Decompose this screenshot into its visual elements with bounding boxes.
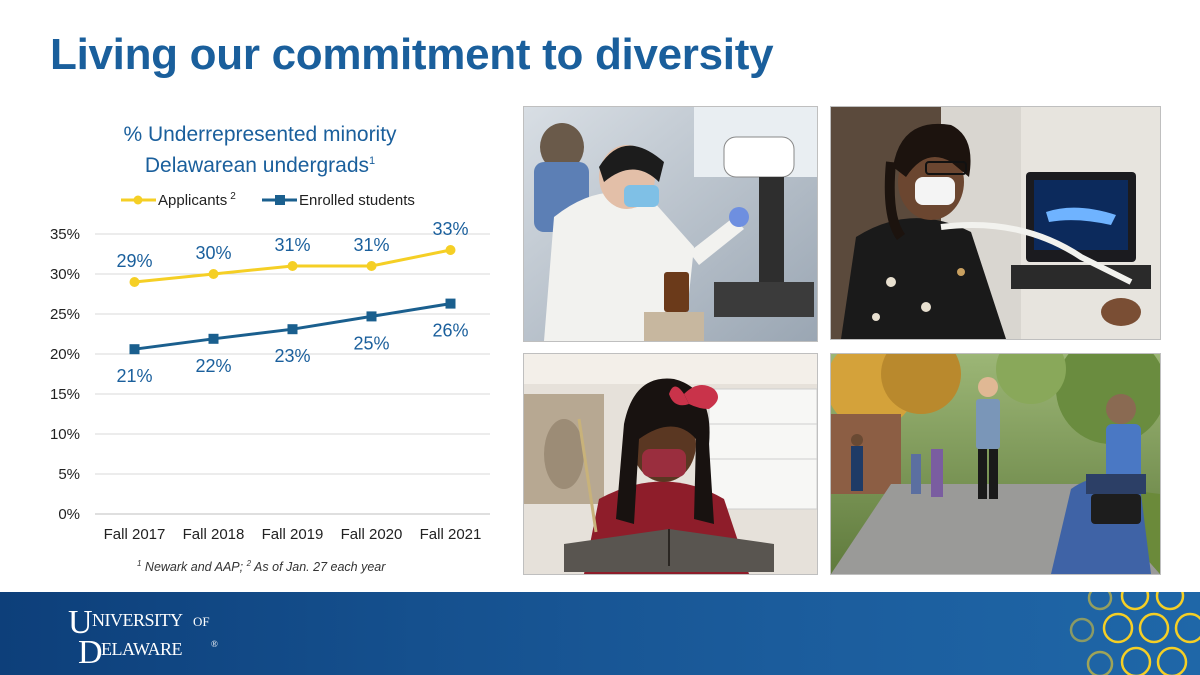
chart-title-footnote-mark: 1 <box>369 155 376 167</box>
data-label: 26% <box>432 321 468 341</box>
y-tick-label: 30% <box>50 266 80 283</box>
series-1-point <box>366 311 377 322</box>
y-tick-label: 5% <box>58 466 80 483</box>
chart-title-line2-text: Delawarean undergrads <box>144 154 369 177</box>
series-1-point <box>129 344 140 355</box>
data-label: 25% <box>353 333 389 353</box>
y-tick-label: 15% <box>50 386 80 403</box>
x-tick-label: Fall 2017 <box>104 526 166 543</box>
data-label: 22% <box>195 356 231 376</box>
legend-applicants-footnote-mark: 2 <box>230 191 236 202</box>
logo-of-text: OF <box>193 614 210 629</box>
chart-title-line1: % Underrepresented minority <box>123 123 397 146</box>
data-label: 31% <box>353 235 389 255</box>
logo-university-text: NIVERSITY <box>92 610 183 630</box>
footer-circle-pattern <box>1069 592 1200 675</box>
footer-band <box>0 592 1200 675</box>
legend-applicants-text: Applicants <box>158 192 227 209</box>
x-tick-label: Fall 2018 <box>183 526 245 543</box>
y-tick-label: 10% <box>50 426 80 443</box>
logo-u-initial: U <box>68 604 93 641</box>
university-of-delaware-logo: U NIVERSITY OF D ELAWARE ® <box>68 603 233 671</box>
logo-delaware-text: ELAWARE <box>101 639 183 659</box>
y-axis-ticks: 0% 5% 10% 15% 20% 25% 30% 35% <box>50 226 80 523</box>
data-label: 21% <box>116 366 152 386</box>
chart-title: % Underrepresented minority Delawarean u… <box>95 122 425 179</box>
x-tick-label: Fall 2020 <box>341 526 403 543</box>
y-tick-label: 25% <box>50 306 80 323</box>
footnote-2-text: As of Jan. 27 each year <box>251 560 386 575</box>
legend-enrolled-marker <box>275 195 285 205</box>
footnote-2-mark: 2 <box>246 559 252 568</box>
y-grid <box>95 233 490 515</box>
slide-title: Living our commitment to diversity <box>50 30 774 79</box>
y-tick-label: 0% <box>58 506 80 523</box>
logo-registered-mark: ® <box>211 639 218 649</box>
legend-applicants-label: Applicants 2 <box>158 191 236 209</box>
data-labels: 29% 30% 31% 31% 33% 21% 22% 23% 25% 26% <box>116 219 468 386</box>
series-1-point <box>287 324 298 335</box>
student-reading-book-photo <box>523 353 818 575</box>
y-tick-label: 20% <box>50 346 80 363</box>
x-tick-label: Fall 2019 <box>262 526 324 543</box>
series-1-point <box>208 333 219 344</box>
lab-scientist-photo <box>523 106 818 342</box>
ultrasound-illustration <box>831 107 1160 339</box>
logo-d-initial: D <box>78 634 103 665</box>
campus-illustration <box>831 354 1160 574</box>
data-label: 23% <box>274 346 310 366</box>
lab-scientist-illustration <box>524 107 817 341</box>
x-tick-label: Fall 2021 <box>420 526 482 543</box>
series-0-point <box>129 277 140 287</box>
legend-enrolled-label: Enrolled students <box>299 192 415 209</box>
data-label: 29% <box>116 251 152 271</box>
chart-title-line2: Delawarean undergrads1 <box>95 148 425 179</box>
ultrasound-technician-photo <box>830 106 1161 340</box>
chart-legend: Applicants 2 Enrolled students <box>121 191 415 209</box>
data-label: 33% <box>432 219 468 239</box>
footnote-1-mark: 1 <box>137 559 142 568</box>
legend-applicants-marker <box>133 195 143 205</box>
students-campus-photo <box>830 353 1161 575</box>
series-0-point <box>366 261 377 271</box>
series-layer <box>129 245 456 355</box>
footnote-1-text: Newark and AAP; <box>141 560 247 575</box>
data-label: 30% <box>195 243 231 263</box>
y-tick-label: 35% <box>50 226 80 243</box>
series-0-point <box>208 269 219 279</box>
line-chart: Applicants 2 Enrolled students 0% 5% 10% 15%… <box>50 191 490 543</box>
archive-reading-illustration <box>524 354 817 574</box>
series-1-point <box>445 298 456 309</box>
data-label: 31% <box>274 235 310 255</box>
series-0-point <box>287 261 298 271</box>
x-axis-ticks: Fall 2017 Fall 2018 Fall 2019 Fall 2020 Fall… <box>104 526 482 543</box>
series-0-point <box>445 245 456 255</box>
chart-footnote: 1 Newark and AAP; 2 As of Jan. 27 each y… <box>137 559 385 574</box>
